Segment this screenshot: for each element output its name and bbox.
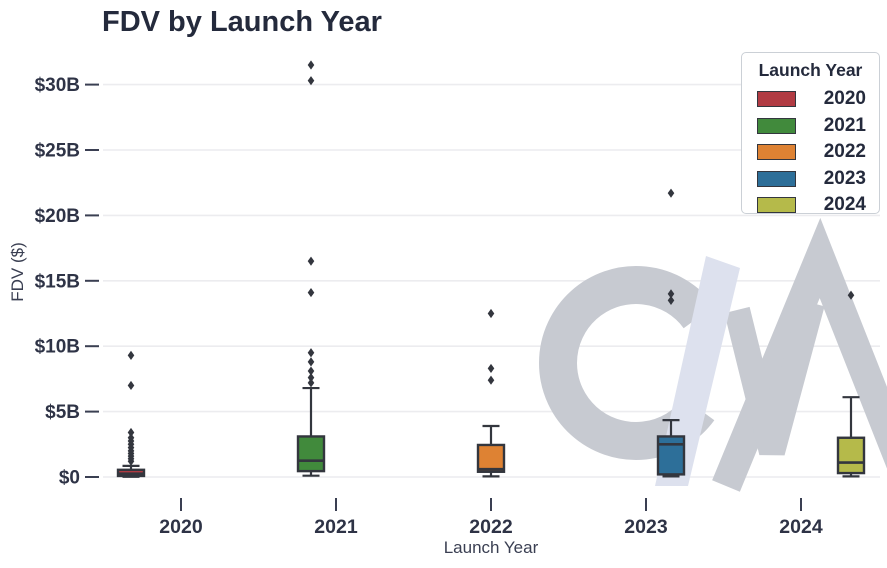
outlier-diamond — [307, 256, 315, 266]
y-tick-label: $25B — [35, 141, 80, 162]
legend-swatch-2023 — [757, 170, 796, 187]
outlier-diamond — [307, 366, 315, 376]
y-axis-title: FDV ($) — [8, 242, 27, 302]
y-tick-label: $30B — [35, 75, 80, 96]
outlier-diamond — [487, 363, 495, 374]
watermark-CM — [539, 217, 887, 492]
x-axis: 2020 2021 2022 2023 2024 Launch Year — [159, 498, 823, 557]
watermark-letter-M-notch — [724, 299, 825, 456]
legend-entry-2022: 2022 — [742, 139, 879, 166]
outlier-diamond — [127, 427, 135, 438]
y-tick-label: $5B — [45, 402, 80, 423]
y-tick-label: $0 — [59, 468, 80, 489]
legend-entry-2024: 2024 — [742, 192, 879, 219]
outlier-diamond — [307, 76, 315, 86]
legend-entry-2021: 2021 — [742, 113, 879, 140]
box-2024 — [836, 436, 866, 475]
outlier-diamond — [487, 308, 495, 319]
legend-entry-2023: 2023 — [742, 166, 879, 193]
outlier-diamond — [127, 380, 135, 391]
outlier-diamond — [307, 60, 315, 70]
outlier-diamond — [127, 433, 135, 443]
watermark-slash — [655, 256, 740, 486]
y-tick-label: $10B — [35, 337, 80, 358]
box-series-2024 — [836, 290, 866, 478]
outlier-diamond — [307, 348, 315, 358]
legend-entry-label: 2022 — [823, 141, 866, 163]
legend-title: Launch Year — [758, 60, 863, 80]
outlier-diamond — [487, 375, 495, 385]
x-tick-label-2020: 2020 — [159, 516, 203, 538]
x-tick-label-2023: 2023 — [624, 516, 668, 538]
legend-entry-label: 2023 — [823, 167, 866, 189]
legend-swatch-2024 — [757, 197, 796, 214]
y-axis: $0 $5B $10B $15B $20B $25B $30B FDV ($) — [8, 75, 99, 489]
y-tick-label: $20B — [35, 206, 80, 227]
legend: Launch Year 2020 2021 2022 2023 2024 — [741, 52, 880, 215]
outlier-diamond — [667, 188, 675, 198]
legend-swatch-2022 — [757, 144, 796, 161]
outlier-diamond — [307, 357, 315, 367]
box-2022 — [476, 443, 506, 473]
legend-entry-label: 2021 — [823, 114, 866, 136]
gridlines — [103, 83, 880, 478]
outlier-diamond — [307, 287, 315, 298]
box-series-2022 — [476, 308, 506, 478]
box-series-2021 — [296, 60, 326, 477]
outlier-diamond — [127, 350, 135, 360]
x-tick-label-2024: 2024 — [779, 516, 823, 538]
x-tick-label-2021: 2021 — [314, 516, 358, 538]
legend-entries: 2020 2021 2022 2023 2024 — [742, 86, 879, 219]
legend-entry-label: 2024 — [823, 194, 866, 216]
watermark-letter-C — [539, 266, 715, 460]
x-tick-label-2022: 2022 — [469, 516, 513, 538]
chart-title: FDV by Launch Year — [102, 6, 382, 38]
y-tick-label: $15B — [35, 271, 80, 292]
legend-swatch-2020 — [757, 91, 796, 108]
box-series-2020 — [116, 350, 146, 478]
box-2021 — [296, 435, 326, 473]
legend-entry-2020: 2020 — [742, 86, 879, 113]
legend-entry-label: 2020 — [823, 88, 866, 110]
box-2023 — [656, 435, 686, 476]
x-axis-title: Launch Year — [444, 538, 539, 557]
legend-swatch-2021 — [757, 117, 796, 134]
